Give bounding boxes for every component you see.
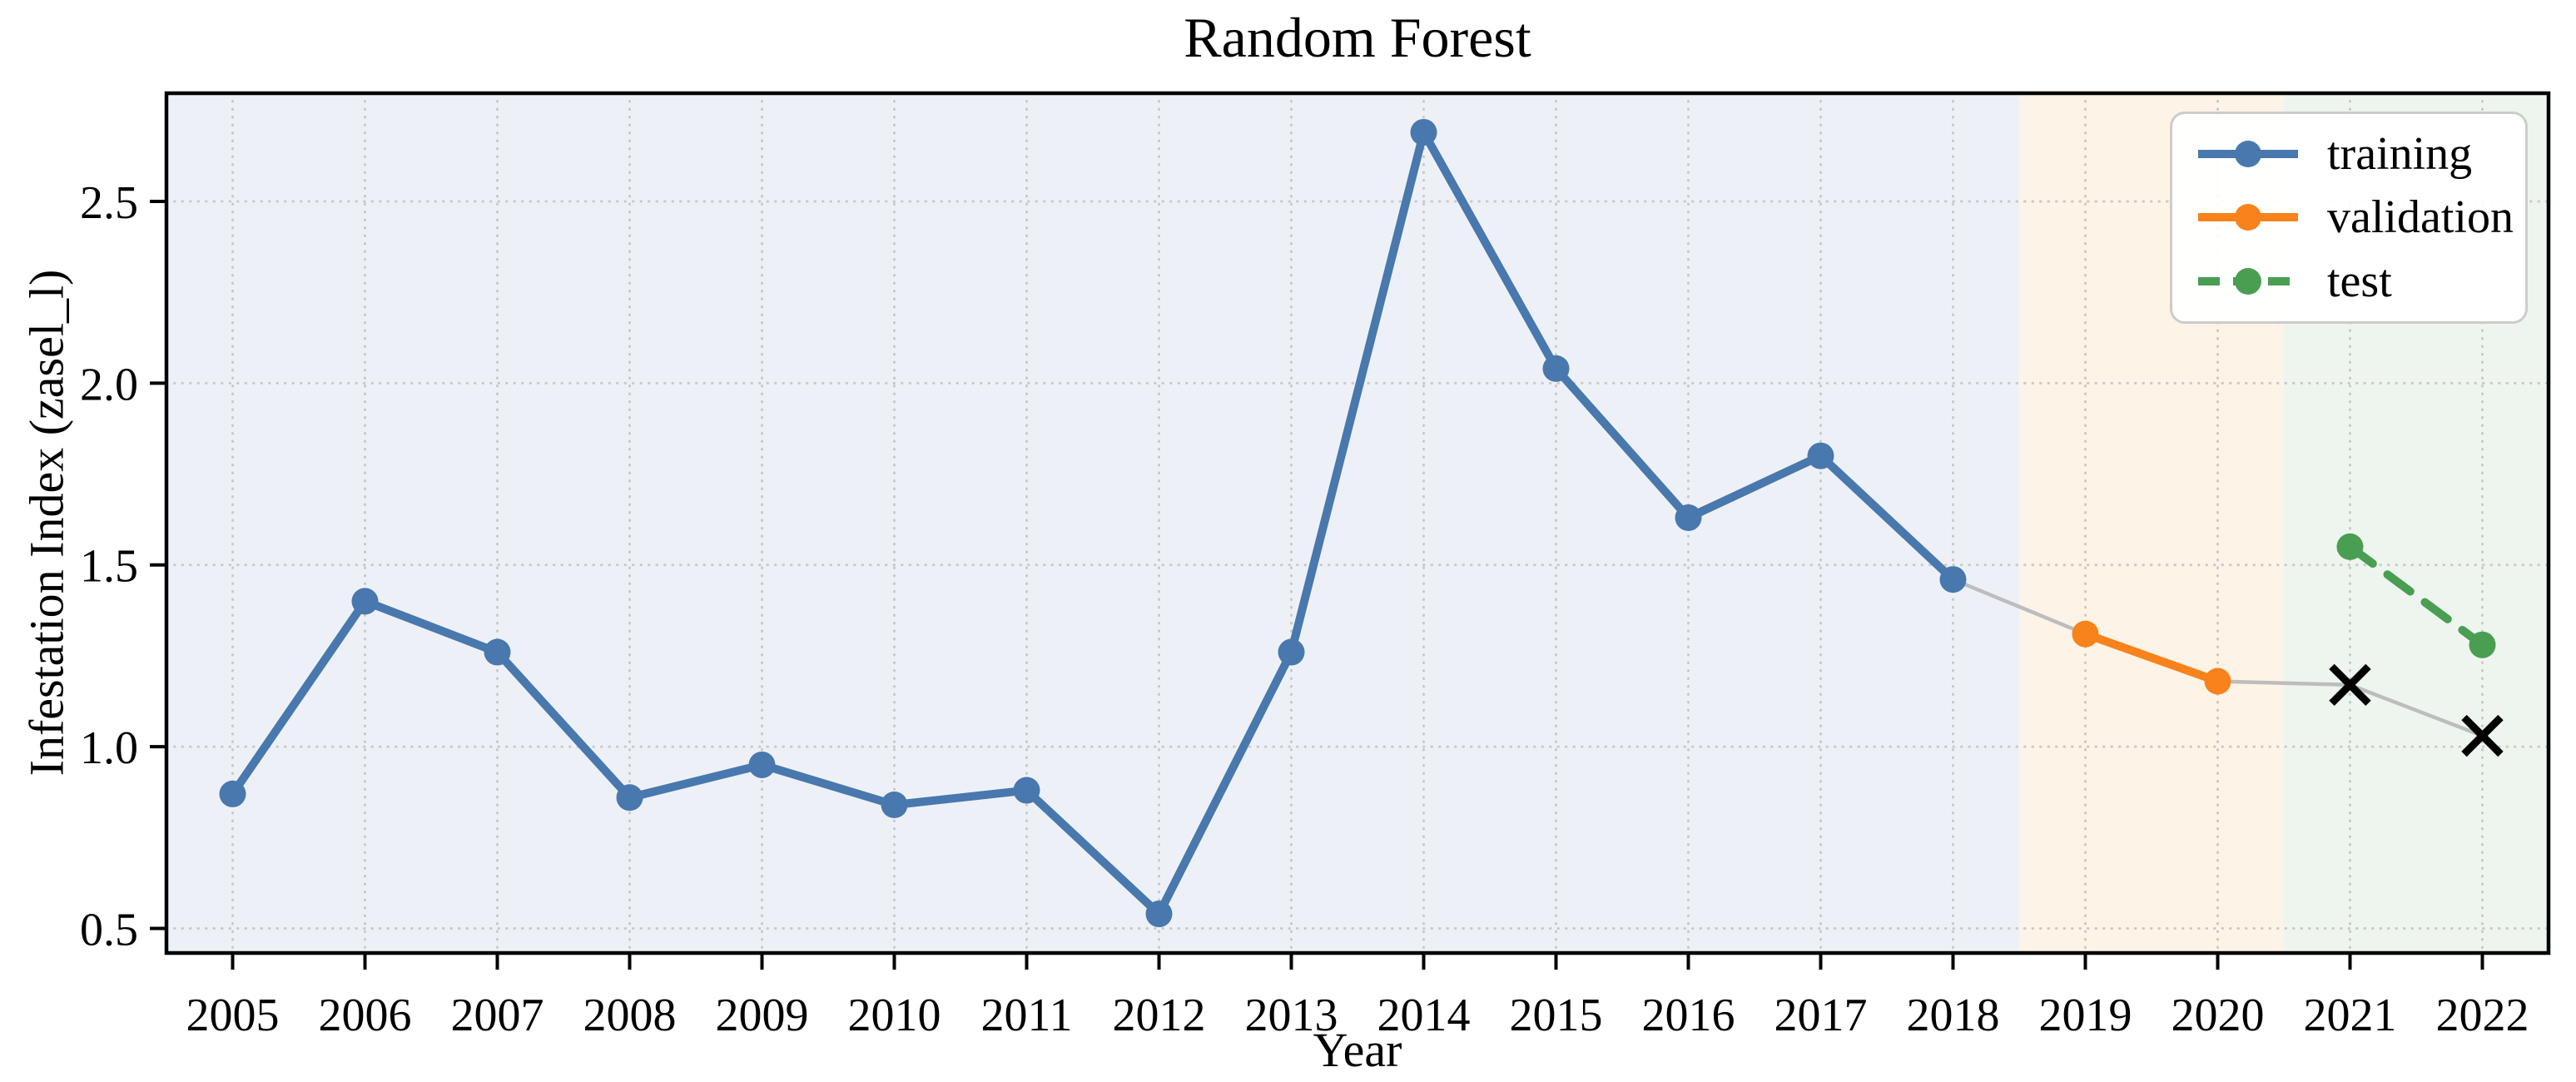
x-tick-label: 2012 — [1113, 990, 1206, 1041]
x-tick-label: 2007 — [451, 990, 544, 1041]
x-tick-label: 2013 — [1245, 990, 1338, 1041]
training-point — [1145, 901, 1173, 928]
legend-item-validation: validation — [2194, 194, 2514, 241]
x-tick-label: 2021 — [2304, 990, 2397, 1041]
training-point — [484, 638, 511, 666]
legend-label-validation: validation — [2327, 191, 2514, 244]
legend-marker-sample — [2235, 267, 2261, 295]
training-period-band — [166, 93, 2019, 953]
y-tick-label: 0.5 — [80, 905, 138, 956]
training-point — [881, 792, 908, 819]
x-tick-label: 2014 — [1377, 990, 1471, 1041]
training-point — [1939, 566, 1967, 593]
legend-marker-sample — [2235, 141, 2261, 168]
y-tick-label: 1.5 — [80, 541, 138, 593]
x-tick-label: 2016 — [1642, 990, 1735, 1041]
training-point — [351, 588, 379, 615]
training-point — [1013, 777, 1040, 804]
training-point — [1675, 504, 1702, 531]
training-point — [748, 751, 776, 778]
training-point — [1278, 638, 1305, 666]
training-line — [228, 127, 1958, 919]
legend: training validation test — [2170, 112, 2528, 324]
series-validation — [2072, 620, 2231, 695]
x-marker — [2329, 663, 2371, 707]
legend-swatch-validation — [2198, 204, 2298, 231]
training-point — [1807, 442, 1834, 469]
test-line — [2345, 542, 2487, 649]
tick-marks — [150, 199, 2484, 970]
training-point — [1410, 118, 1437, 146]
x-tick-label: 2006 — [319, 990, 412, 1041]
validation-point — [2204, 668, 2231, 695]
chart-title: Random Forest — [1184, 6, 1531, 69]
training-point — [1542, 355, 1570, 382]
legend-marker-sample — [2235, 204, 2261, 231]
series-training — [219, 118, 1967, 928]
x-tick-label: 2022 — [2436, 990, 2529, 1041]
training-point — [219, 780, 246, 807]
x-tick-label: 2020 — [2171, 990, 2265, 1041]
legend-swatch-test — [2198, 267, 2298, 295]
x-tick-label: 2010 — [848, 990, 941, 1041]
tick-labels: 2005 2006 2007 2008 2009 2010 2011 2012 2013 2014… — [80, 177, 2529, 1041]
x-tick-label: 2005 — [186, 990, 280, 1041]
series-test — [2336, 533, 2496, 658]
x-tick-label: 2015 — [1510, 990, 1603, 1041]
legend-item-training: training — [2194, 131, 2504, 177]
plot-frame — [164, 91, 2551, 955]
observed-connector-line — [1952, 578, 2087, 636]
validation-line — [2081, 629, 2222, 686]
x-tick-label: 2008 — [583, 990, 677, 1041]
legend-item-test: test — [2194, 258, 2504, 305]
x-tick-label: 2019 — [2039, 990, 2132, 1041]
axes-frame — [164, 91, 2551, 955]
test-point — [2336, 533, 2364, 560]
test-point — [2469, 631, 2496, 658]
legend-swatch-training — [2198, 141, 2298, 168]
legend-label-test: test — [2327, 255, 2392, 307]
training-point — [616, 784, 643, 812]
x-axis-label: Year — [1313, 1023, 1402, 1077]
legend-label-training: training — [2327, 128, 2473, 181]
y-tick-label: 2.5 — [80, 177, 138, 229]
x-tick-label: 2011 — [981, 990, 1073, 1041]
x-tick-label: 2018 — [1907, 990, 2000, 1041]
y-tick-label: 1.0 — [80, 722, 138, 774]
observed-x-markers — [2329, 663, 2504, 757]
x-tick-label: 2009 — [716, 990, 809, 1041]
validation-point — [2072, 620, 2099, 648]
y-tick-label: 2.0 — [80, 359, 138, 410]
x-tick-label: 2017 — [1774, 990, 1868, 1041]
x-marker — [2461, 714, 2504, 757]
